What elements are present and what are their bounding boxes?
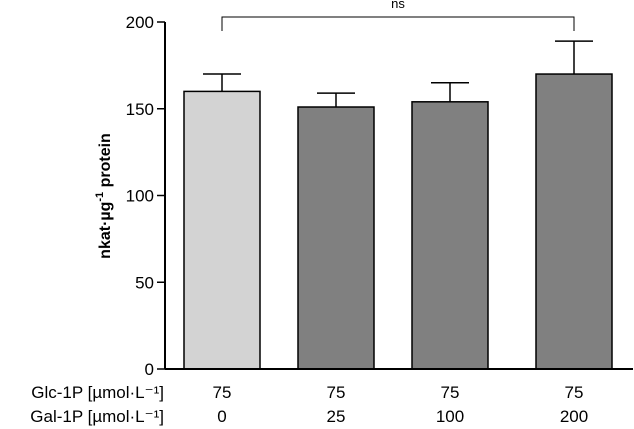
bar-1: [183, 90, 261, 370]
row-1-value-1: 0: [217, 407, 226, 426]
condition-rows: Glc-1P [µmol·L⁻¹] 75 75 75 75 Gal-1P [µmol·L⁻…: [30, 383, 588, 426]
significance-label: ns: [391, 0, 405, 11]
y-tick-label: 100: [126, 187, 154, 206]
row-0-value-1: 75: [213, 383, 232, 402]
y-tick-label: 150: [126, 100, 154, 119]
y-axis-title-exponent: -1: [94, 192, 106, 202]
row-1-value-4: 200: [560, 407, 588, 426]
row-0-value-2: 75: [327, 383, 346, 402]
y-axis-title: nkat·µg-1 protein: [94, 133, 114, 259]
row-label-1: Gal-1P [µmol·L⁻¹]: [30, 407, 164, 426]
bar-4: [535, 73, 613, 370]
row-label-0: Glc-1P [µmol·L⁻¹]: [31, 383, 164, 402]
y-axis-title-main: nkat·µg: [97, 202, 114, 259]
y-axis-title-tail: protein: [97, 133, 114, 192]
error-bars-layer: [203, 40, 593, 108]
row-1-value-3: 100: [436, 407, 464, 426]
row-1-value-2: 25: [327, 407, 346, 426]
y-tick-label: 0: [145, 360, 154, 379]
row-0-value-3: 75: [441, 383, 460, 402]
row-0-value-4: 75: [565, 383, 584, 402]
y-ticks-layer: 0 50 100 150 200: [126, 13, 165, 379]
bar-2: [297, 106, 375, 370]
bar-3: [411, 101, 489, 370]
y-tick-label: 50: [135, 273, 154, 292]
bars-layer: [183, 73, 613, 370]
y-tick-label: 200: [126, 13, 154, 32]
significance-layer: ns: [221, 0, 575, 31]
significance-bracket: [221, 16, 575, 31]
